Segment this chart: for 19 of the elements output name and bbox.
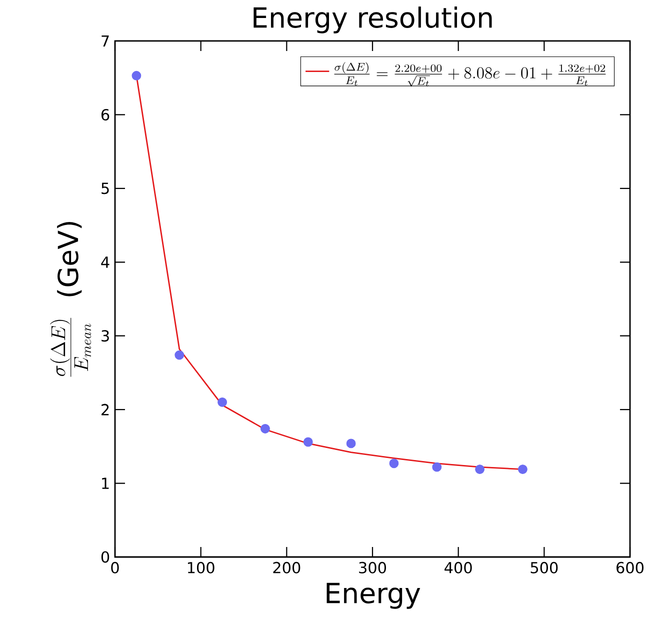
y-tick-label: 0 xyxy=(101,551,110,563)
x-tick-label: 600 xyxy=(616,562,644,574)
y-tick-label: 1 xyxy=(102,478,109,489)
legend-label: $\frac{\sigma(\Delta E)}{E_t}=\frac{2.20e+00}{\sqrt{E_t}}+8.08e-01+\frac{1.32e+02}{E_t}$ xyxy=(334,62,606,87)
y-tick-label: 2 xyxy=(102,404,109,416)
y-tick-label: 5 xyxy=(102,182,109,194)
y-tick-label: 4 xyxy=(101,256,110,268)
y-tick-label: 7 xyxy=(102,35,109,47)
y-tick-label: 6 xyxy=(101,108,110,120)
x-axis-title: Energy xyxy=(326,582,420,609)
x-tick-label: 300 xyxy=(359,562,386,574)
x-tick-label: 100 xyxy=(188,562,214,574)
y-tick-label: 3 xyxy=(102,330,109,342)
x-tick-label: 0 xyxy=(111,562,119,574)
y-axis-title: $\frac{\sigma(\Delta E)}{E_{mean}}\ \mbox{ (GeV)}$ xyxy=(50,222,92,377)
x-tick-label: 400 xyxy=(444,562,472,574)
x-tick-label: 500 xyxy=(530,562,558,574)
chart-title: Energy resolution xyxy=(254,6,492,34)
x-tick-label: 200 xyxy=(273,562,300,574)
